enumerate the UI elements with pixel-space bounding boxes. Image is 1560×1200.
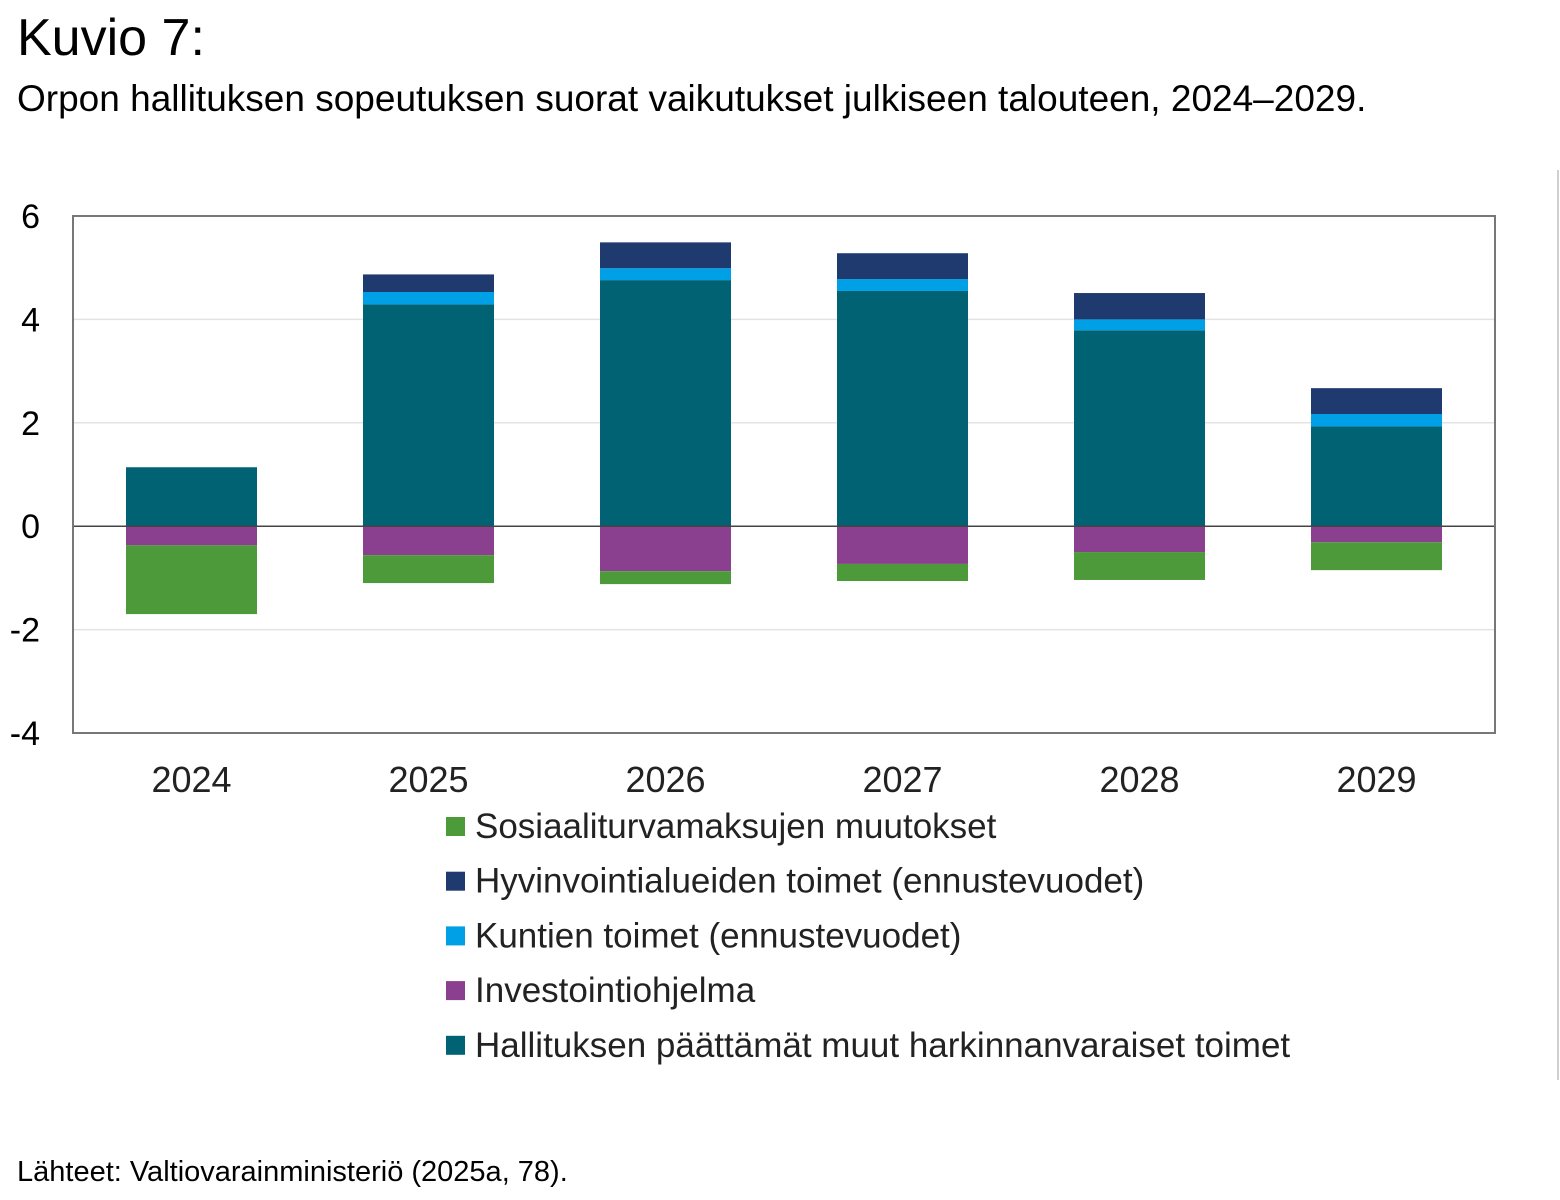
bar-segment — [600, 280, 731, 527]
right-edge-divider — [1557, 170, 1559, 1080]
plot-frame — [72, 215, 1496, 734]
y-tick-label: 0 — [21, 508, 40, 546]
bar-segment — [363, 291, 494, 305]
bar-segment — [1074, 319, 1205, 331]
legend-swatch — [446, 817, 465, 836]
bar-segment — [1074, 330, 1205, 527]
bar-segment — [363, 526, 494, 556]
bar-segment — [1311, 542, 1442, 571]
bar-segment — [363, 555, 494, 584]
legend-label: Hallituksen päättämät muut harkinnanvara… — [475, 1026, 1290, 1065]
bar-segment — [1311, 388, 1442, 415]
legend-swatch — [446, 871, 465, 891]
x-tick-label: 2025 — [388, 759, 468, 800]
legend-swatch — [446, 926, 465, 946]
bar-segment — [600, 571, 731, 585]
x-tick-label: 2024 — [151, 759, 231, 800]
bar-segment — [1074, 293, 1205, 320]
y-tick-label: 6 — [21, 198, 40, 236]
legend-swatch — [446, 1035, 465, 1055]
figure-subtitle: Orpon hallituksen sopeutuksen suorat vai… — [17, 78, 1367, 119]
bar-segment — [1311, 426, 1442, 527]
legend-label: Kuntien toimet (ennustevuodet) — [475, 916, 961, 955]
bar-segment — [1311, 526, 1442, 543]
bar-segment — [837, 279, 968, 291]
figure-title: Kuvio 7: — [17, 9, 205, 67]
y-tick-label: 2 — [21, 405, 40, 443]
bar-segment — [1074, 526, 1205, 553]
y-tick-label: -2 — [10, 612, 40, 650]
bar-segment — [600, 526, 731, 572]
source-note: Lähteet: Valtiovarainministeriö (2025a, … — [17, 1156, 568, 1188]
bar-segment — [126, 526, 257, 546]
bar-segment — [126, 467, 257, 527]
legend-swatch — [446, 981, 465, 1001]
x-tick-label: 2028 — [1099, 759, 1179, 800]
bar-segment — [837, 526, 968, 564]
bar-segment — [600, 268, 731, 281]
legend-label: Hyvinvointialueiden toimet (ennustevuode… — [475, 862, 1144, 901]
x-tick-label: 2029 — [1336, 759, 1416, 800]
y-tick-label: -4 — [10, 715, 40, 753]
y-tick-label: 4 — [21, 301, 40, 339]
bar-segment — [837, 253, 968, 280]
bar-segment — [600, 242, 731, 269]
x-tick-label: 2027 — [862, 759, 942, 800]
bar-segment — [837, 563, 968, 582]
legend-label: Sosiaaliturvamaksujen muutokset — [475, 807, 997, 846]
bar-segment — [1311, 414, 1442, 427]
bar-segment — [1074, 552, 1205, 580]
bar-segment — [126, 545, 257, 615]
bar-segment — [363, 274, 494, 292]
bar-segment — [837, 290, 968, 527]
legend-label: Investointiohjelma — [475, 971, 756, 1010]
bar-segment — [363, 304, 494, 527]
x-tick-label: 2026 — [625, 759, 705, 800]
